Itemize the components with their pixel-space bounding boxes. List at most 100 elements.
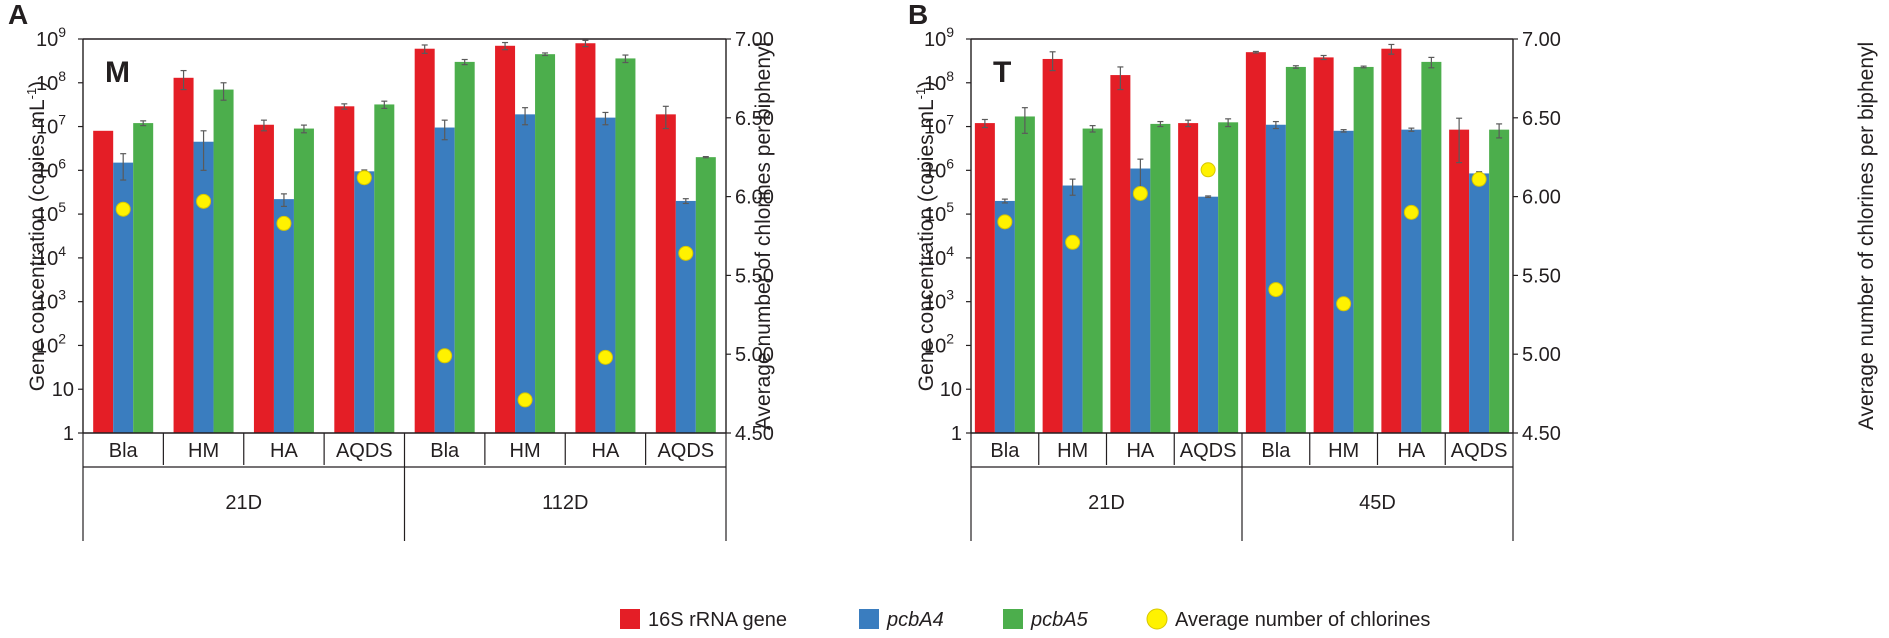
y-tick-label: 104 <box>36 243 66 270</box>
chlorine-marker <box>1200 162 1216 178</box>
error-bar <box>1117 66 1124 91</box>
error-bar <box>582 39 589 48</box>
y-tick-base: 10 <box>36 248 58 270</box>
group-label: 45D <box>1359 492 1396 514</box>
axes-frame <box>970 38 1514 434</box>
y-tick-base: 10 <box>36 29 58 51</box>
y-tick-label: 106 <box>36 155 66 182</box>
category-label: HM <box>1057 440 1088 462</box>
y-tick-base: 10 <box>924 335 946 357</box>
bar-pcba4 <box>1333 130 1354 433</box>
y-tick-base: 10 <box>36 160 58 182</box>
y-tick-exponent: 2 <box>58 330 66 346</box>
bar-16s-rrna-gene <box>334 106 355 433</box>
group-label: 112D <box>542 492 588 514</box>
legend-marker-square <box>1003 609 1023 629</box>
y2-axis-title: Average number of chlorines per biphenyl <box>1855 42 1878 430</box>
bar-16s-rrna-gene <box>1245 52 1266 433</box>
chlorine-marker <box>196 193 212 209</box>
y-tick-label: 105 <box>924 199 954 226</box>
bar-pcba5 <box>1353 66 1374 433</box>
category-label: HA <box>1126 440 1154 462</box>
chart-panel-b: BT1101021031041051061071081094.505.005.5… <box>908 0 1878 541</box>
y-tick-exponent: 3 <box>58 287 66 303</box>
chlorine-marker <box>437 348 453 364</box>
y-tick-label: 1 <box>63 423 74 445</box>
y-tick-label: 107 <box>36 112 66 139</box>
panel-inset-label: M <box>105 56 130 89</box>
y-tick-label: 107 <box>924 112 954 139</box>
category-label: Bla <box>1261 440 1291 462</box>
y2-tick-label: 5.00 <box>1522 344 1561 366</box>
error-bar <box>1428 56 1435 69</box>
error-bar <box>602 111 609 126</box>
bar-16s-rrna-gene <box>495 45 516 434</box>
y-tick-exponent: 9 <box>58 24 66 40</box>
bar-pcba5 <box>1150 123 1171 433</box>
bar-pcba5 <box>695 157 716 433</box>
y-tick-base: 10 <box>924 73 946 95</box>
y-tick-exponent: 4 <box>946 243 954 259</box>
bar-16s-rrna-gene <box>1313 57 1334 433</box>
y-tick-base: 10 <box>924 29 946 51</box>
y-tick-label: 104 <box>924 243 954 270</box>
y-tick-base: 1 <box>63 423 74 445</box>
legend-marker-square <box>620 609 640 629</box>
y-tick-exponent: 7 <box>58 112 66 128</box>
y-tick-label: 109 <box>924 24 954 51</box>
bar-pcba5 <box>374 104 395 433</box>
chart-panel-a: AM1101021031041051061071081094.505.005.5… <box>8 0 775 541</box>
group-label: 21D <box>1088 492 1125 514</box>
y-tick-exponent: 5 <box>946 199 954 215</box>
y2-tick-label: 6.50 <box>735 108 774 130</box>
y2-tick-label: 7.00 <box>1522 29 1561 51</box>
bar-16s-rrna-gene <box>1449 129 1470 433</box>
error-bar <box>542 52 549 57</box>
legend-label: pcbA4 <box>886 609 944 631</box>
y-tick-label: 103 <box>36 287 66 314</box>
error-bar <box>622 54 629 64</box>
bar-pcba4 <box>1401 129 1422 433</box>
bar-pcba5 <box>1489 129 1510 433</box>
y-axis-title-end: ) <box>915 81 938 88</box>
y-axis-title-main: Gene concentration (copies mL <box>915 99 938 391</box>
error-bar <box>140 120 147 127</box>
bar-pcba5 <box>1014 116 1035 433</box>
bar-16s-rrna-gene <box>1178 123 1199 434</box>
error-bar <box>1408 127 1415 132</box>
chlorine-marker <box>1336 296 1352 312</box>
error-bar <box>1089 125 1096 133</box>
y-axis-title: Gene concentration (copies mL-1) <box>913 81 938 391</box>
y-axis-title-end: ) <box>26 81 49 88</box>
error-bar <box>1388 43 1395 55</box>
error-bar <box>1225 118 1232 128</box>
bar-16s-rrna-gene <box>414 48 435 434</box>
chlorine-marker <box>517 392 533 408</box>
bar-pcba5 <box>133 123 154 434</box>
category-label: Bla <box>990 440 1020 462</box>
y-tick-base: 10 <box>52 379 74 401</box>
bar-pcba4 <box>1130 168 1151 434</box>
error-bar <box>260 119 267 132</box>
error-bar <box>1157 120 1164 128</box>
error-bar <box>381 100 388 109</box>
y-tick-exponent: 8 <box>58 68 66 84</box>
error-bar <box>1272 120 1279 130</box>
axes-frame <box>82 38 727 434</box>
bar-pcba5 <box>1218 122 1239 433</box>
error-bar <box>522 107 529 126</box>
bar-16s-rrna-gene <box>575 43 596 434</box>
error-bar <box>1205 195 1212 199</box>
error-bar <box>180 69 187 91</box>
error-bar <box>1456 117 1463 164</box>
category-label: Bla <box>430 440 460 462</box>
y-tick-exponent: 6 <box>58 155 66 171</box>
y-tick-base: 10 <box>36 204 58 226</box>
y-axis-title-superscript: -1 <box>913 88 928 100</box>
y-tick-base: 10 <box>36 335 58 357</box>
y2-tick-label: 4.50 <box>735 423 774 445</box>
y2-tick-label: 5.50 <box>1522 265 1561 287</box>
bar-16s-rrna-gene <box>655 114 676 433</box>
y2-tick-label: 4.50 <box>1522 423 1561 445</box>
